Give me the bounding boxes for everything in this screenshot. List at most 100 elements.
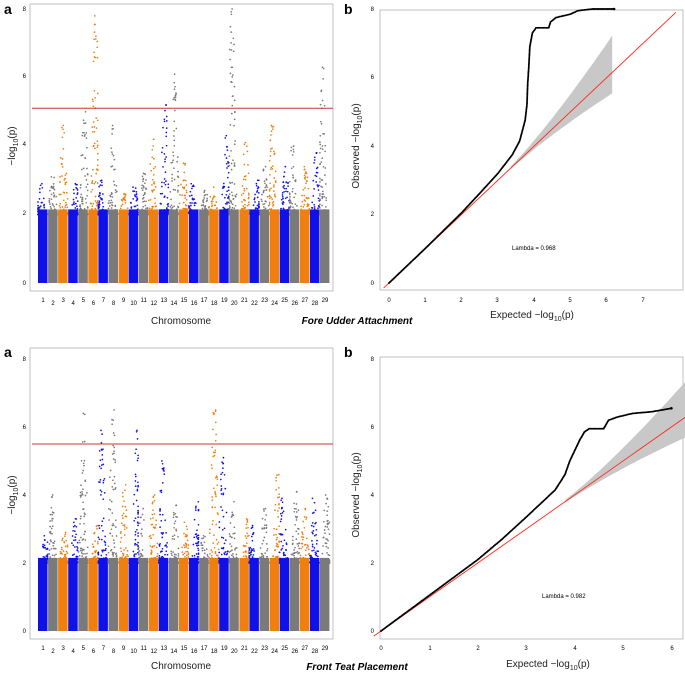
snp-point [257, 192, 260, 194]
chromosome-4-points [68, 182, 79, 283]
snp-point [308, 207, 311, 210]
snp-point [125, 527, 128, 529]
snp-point [172, 188, 175, 191]
snp-point [288, 209, 291, 211]
snp-point [150, 558, 153, 561]
point-band [108, 557, 118, 631]
snp-point [65, 562, 67, 564]
snp-point [208, 213, 211, 216]
snp-point [302, 206, 305, 208]
snp-point [48, 549, 51, 551]
snp-point [112, 419, 115, 422]
snp-point [73, 521, 75, 524]
snp-point [231, 104, 234, 107]
lambda-label: Lambda = 0.982 [542, 594, 586, 600]
snp-point [268, 190, 271, 192]
snp-point [119, 541, 122, 543]
snp-point [216, 543, 219, 545]
manhattan-plot-1: a −log10(p) 0 2 4 6 8 1 2 3 4 5 6 7 8 9 10 11 12 13 1… [4, 1, 334, 327]
snp-point [323, 133, 326, 135]
snp-point [174, 94, 177, 97]
snp-point [81, 212, 84, 215]
point-band [319, 557, 330, 631]
snp-point [137, 541, 139, 544]
snp-point [59, 156, 62, 159]
snp-point [282, 544, 284, 547]
snp-point [61, 211, 63, 214]
snp-point [285, 548, 287, 551]
snp-point [72, 212, 74, 215]
snp-point [247, 194, 250, 196]
snp-point [323, 195, 326, 198]
snp-point [74, 539, 77, 541]
snp-point [258, 201, 260, 203]
chromosome-11-points [137, 507, 149, 631]
snp-point [124, 199, 127, 202]
confidence-band-area [564, 382, 685, 503]
snp-point [103, 557, 105, 559]
qq-point [593, 427, 596, 430]
snp-point [258, 206, 260, 209]
snp-point [108, 205, 111, 207]
snp-point [258, 203, 260, 206]
snp-point [308, 212, 310, 214]
snp-point [100, 464, 103, 466]
snp-point [245, 537, 248, 539]
chromosome-24-points [269, 473, 280, 631]
snp-point [76, 208, 79, 210]
snp-point [222, 182, 225, 185]
chromosome-tick-label: 23 [261, 646, 268, 652]
snp-point [197, 547, 199, 550]
snp-point [203, 194, 206, 197]
snp-point [77, 551, 80, 553]
qq-point [591, 8, 594, 10]
snp-point [327, 505, 330, 508]
snp-point [82, 412, 85, 415]
snp-point [300, 547, 302, 550]
snp-point [76, 549, 79, 551]
snp-point [281, 196, 284, 198]
snp-point [41, 558, 44, 561]
snp-point [120, 550, 123, 553]
point-band [48, 209, 58, 283]
snp-point [49, 525, 51, 528]
snp-point [101, 184, 103, 187]
snp-point [173, 120, 176, 123]
chromosome-tick-label: 14 [171, 301, 178, 307]
snp-point [325, 545, 328, 548]
snp-point [196, 213, 198, 216]
snp-point [63, 557, 65, 559]
snp-point [100, 429, 102, 432]
snp-point [289, 196, 291, 198]
snp-point [271, 168, 274, 170]
snp-point [292, 210, 295, 213]
snp-point [271, 202, 274, 204]
snp-point [183, 557, 185, 560]
snp-point [287, 185, 289, 187]
snp-point [293, 502, 295, 505]
snp-point [320, 558, 323, 561]
snp-point [111, 153, 114, 156]
snp-point [296, 205, 298, 207]
snp-point [140, 558, 143, 561]
point-band [189, 557, 199, 631]
snp-point [98, 213, 101, 216]
chromosome-12-points [148, 494, 159, 631]
snp-point [318, 184, 320, 187]
snp-point [90, 202, 93, 205]
snp-point [81, 198, 83, 201]
snp-point [261, 213, 264, 216]
snp-point [182, 553, 184, 556]
snp-point [84, 513, 86, 516]
snp-point [280, 198, 283, 201]
snp-point [248, 552, 251, 554]
chromosome-tick-label: 26 [291, 649, 298, 655]
snp-point [81, 549, 84, 552]
snp-point [320, 89, 323, 92]
snp-point [241, 185, 244, 187]
snp-point [172, 159, 174, 162]
snp-point [255, 184, 258, 187]
point-band [108, 209, 118, 283]
snp-point [187, 556, 190, 558]
snp-point [290, 561, 293, 564]
